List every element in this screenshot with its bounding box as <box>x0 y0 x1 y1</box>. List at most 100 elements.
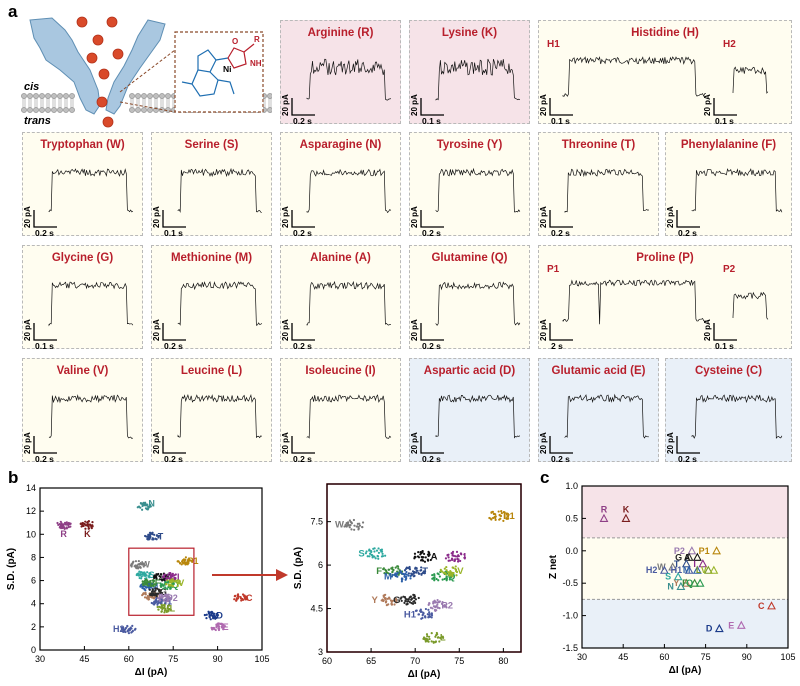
scale-bar <box>162 210 186 228</box>
x-scale-label: 0.2 s <box>551 228 570 238</box>
point-label: S <box>665 572 671 582</box>
x-tick-label: 75 <box>701 652 711 662</box>
scatter-overview-chart: 30 45 60 75 90 105 0 2 4 6 8 10 12 14 ΔI (pA) S.D. (pA)… <box>6 483 270 678</box>
y-scale-label: 20 pA <box>539 94 548 116</box>
data-point <box>736 620 746 629</box>
data-point <box>134 627 137 630</box>
data-point <box>163 593 167 596</box>
data-point <box>236 593 239 597</box>
current-trace <box>435 281 521 326</box>
data-point <box>455 570 458 573</box>
data-point <box>434 640 438 643</box>
data-point <box>387 572 390 575</box>
plot-frame <box>39 487 263 651</box>
scale-bar <box>291 98 315 116</box>
data-point <box>69 525 72 528</box>
data-point <box>432 641 435 644</box>
data-point <box>453 559 456 562</box>
data-point <box>343 525 346 528</box>
data-point <box>371 556 374 559</box>
plot-frame <box>581 485 789 649</box>
data-point <box>148 588 151 591</box>
x-scale-label: 0.2 s <box>293 341 312 351</box>
data-point <box>434 635 437 638</box>
data-point <box>222 623 225 627</box>
data-point <box>368 552 372 555</box>
y-scale-label: 20 pA <box>281 206 290 228</box>
data-point <box>455 574 458 577</box>
data-point <box>91 521 94 524</box>
data-point <box>457 555 460 558</box>
data-point <box>388 597 391 600</box>
y-scale-label: 20 pA <box>410 432 419 454</box>
data-point <box>451 550 455 553</box>
trace-title: Tyrosine (Y) <box>436 139 503 151</box>
current-trace <box>306 168 392 214</box>
trace-panel: Serine (S) 20 pA 0.1 s <box>151 132 272 238</box>
data-point <box>445 575 448 578</box>
data-point <box>160 610 163 613</box>
data-point <box>167 609 170 612</box>
y-scale-label: 20 pA <box>539 432 548 454</box>
x-tick-label: 105 <box>254 654 269 664</box>
data-point <box>243 594 246 598</box>
y-tick-label: 0 <box>31 645 36 655</box>
data-point <box>353 524 356 527</box>
y-scale-label: 20 pA <box>539 319 548 341</box>
data-point <box>505 512 508 516</box>
data-point <box>412 575 415 578</box>
data-point <box>405 603 408 606</box>
data-point <box>168 584 171 587</box>
data-point <box>172 582 175 586</box>
scale-bar <box>420 323 444 341</box>
current-trace <box>562 56 706 97</box>
data-point <box>368 555 371 558</box>
data-point <box>681 559 691 568</box>
subpanel-label-1: H1 <box>547 39 560 50</box>
data-point <box>690 578 700 587</box>
data-point <box>348 519 352 522</box>
point-label: N <box>667 581 674 591</box>
point-label: A <box>684 552 691 562</box>
data-point <box>205 613 208 616</box>
data-point <box>394 566 397 569</box>
data-point <box>417 556 421 559</box>
data-point <box>498 514 501 517</box>
scale-bar <box>420 98 444 116</box>
data-point <box>414 566 417 569</box>
cluster-label: M <box>384 572 392 583</box>
data-point <box>159 601 162 605</box>
data-point <box>140 575 143 578</box>
data-point <box>445 569 448 572</box>
cluster-label: S <box>149 570 155 580</box>
data-point <box>169 587 172 590</box>
scale-bar <box>33 323 57 341</box>
scale-bar <box>549 436 573 454</box>
data-point <box>172 585 175 588</box>
data-point <box>148 576 151 579</box>
data-point <box>507 513 510 516</box>
data-point <box>494 518 497 521</box>
data-point <box>136 506 139 509</box>
data-point <box>63 527 66 530</box>
cluster-label: L <box>170 603 176 613</box>
point-label: L <box>696 565 702 575</box>
data-point <box>215 616 218 620</box>
y-scale-label: 20 pA <box>23 432 32 454</box>
point-label: P1 <box>699 546 710 556</box>
data-point <box>423 560 427 563</box>
data-point <box>177 581 180 584</box>
data-point <box>433 576 436 579</box>
data-point <box>413 597 416 600</box>
y-tick-label: 10 <box>26 529 36 539</box>
cluster-label: I <box>464 551 467 562</box>
data-point <box>146 584 150 587</box>
data-point <box>151 538 154 541</box>
data-point <box>151 589 154 592</box>
data-point <box>599 513 609 522</box>
point-label: F <box>682 578 688 588</box>
data-point <box>164 586 167 590</box>
data-point <box>659 565 669 574</box>
x-scale-label: 0.2 s <box>422 454 441 464</box>
data-point <box>219 622 222 625</box>
